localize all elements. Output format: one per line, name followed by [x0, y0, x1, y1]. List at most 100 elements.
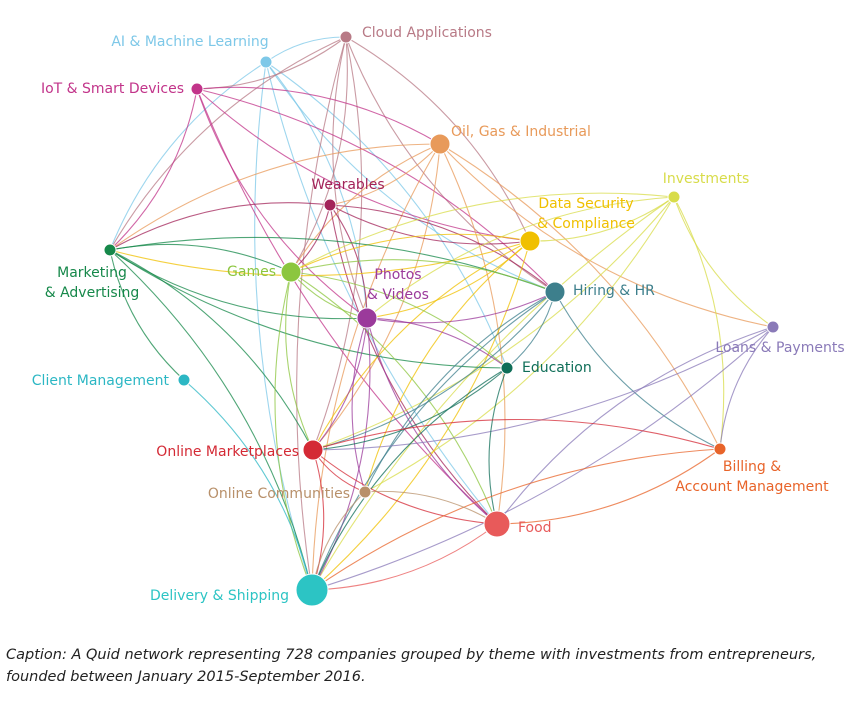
node-label-investments-line-1: Investments [663, 171, 750, 187]
node-label-datasec-line-2: & Compliance [537, 216, 635, 232]
node-label-loans: Loans & Payments [715, 340, 844, 356]
edge-wearables-marketing [109, 202, 331, 251]
edge-datasec-marketplaces [312, 240, 531, 451]
edge-datasec-delivery [311, 240, 531, 591]
edge-iot-food [196, 88, 498, 525]
edge-datasec-marketing [109, 240, 531, 277]
edge-marketplaces-billing [312, 418, 721, 451]
edge-datasec-games [290, 233, 531, 273]
edge-games-marketplaces [285, 271, 314, 451]
edge-cloud-marketplaces [312, 36, 363, 451]
edge-cloud-photos [332, 36, 368, 319]
node-ai [259, 55, 273, 69]
edge-oil-marketing [109, 143, 441, 251]
node-investments [667, 190, 681, 204]
caption-line-1: Caption: A Quid network representing 728… [6, 647, 817, 663]
node-label-billing-line-1: Billing & [723, 459, 781, 475]
edge-oil-food [439, 143, 506, 525]
node-label-client: Client Management [32, 373, 170, 389]
edge-iot-hiring [196, 88, 556, 293]
edge-marketing-delivery [109, 249, 313, 591]
node-label-datasec: Data Security & Compliance [537, 196, 635, 232]
edge-oil-delivery [311, 143, 441, 591]
edge-iot-datasec [196, 88, 531, 242]
edge-photos-marketplaces [312, 317, 368, 451]
edge-photos-communities [351, 317, 368, 493]
edge-marketing-photos [109, 249, 368, 320]
edge-marketplaces-food [312, 449, 498, 525]
node-iot [190, 82, 204, 96]
node-label-photos-line-1: Photos [374, 267, 421, 283]
node-client [177, 373, 191, 387]
node-label-iot-line-1: IoT & Smart Devices [41, 81, 184, 97]
node-label-marketing-line-1: Marketing [57, 265, 127, 281]
node-marketing [103, 243, 117, 257]
node-communities [358, 485, 372, 499]
edge-oil-billing [439, 143, 721, 450]
node-cloud [339, 30, 353, 44]
node-label-games-line-1: Games [227, 264, 276, 280]
node-billing [713, 442, 727, 456]
edge-investments-photos [366, 196, 675, 319]
edge-iot-oil [196, 86, 441, 145]
edge-iot-marketing [109, 88, 198, 251]
node-label-datasec-line-1: Data Security [538, 196, 633, 212]
node-label-games: Games [227, 264, 276, 280]
node-label-oil: Oil, Gas & Industrial [451, 124, 591, 140]
node-label-iot: IoT & Smart Devices [41, 81, 184, 97]
edge-marketing-client [109, 249, 185, 381]
node-label-ai: AI & Machine Learning [111, 34, 268, 50]
edge-wearables-photos [329, 204, 368, 319]
edge-photos-education [366, 317, 508, 369]
edge-loans-delivery [311, 326, 774, 591]
edge-investments-datasec [529, 196, 675, 242]
edge-wearables-hiring [329, 204, 556, 293]
node-label-education: Education [522, 360, 592, 376]
edge-education-delivery [311, 367, 508, 591]
node-label-loans-line-1: Loans & Payments [715, 340, 844, 356]
node-layer [103, 30, 780, 607]
node-datasec [519, 230, 541, 252]
edge-datasec-photos [366, 240, 531, 319]
node-label-cloud: Cloud Applications [362, 25, 492, 41]
edge-oil-wearables [329, 143, 441, 206]
edge-iot-photos [196, 88, 368, 319]
edge-ai-marketing [109, 61, 267, 251]
edge-cloud-games [290, 36, 348, 273]
node-wearables [323, 198, 337, 212]
edge-datasec-communities [364, 240, 531, 493]
edge-layer [109, 36, 774, 591]
label-layer: AI & Machine Learning Cloud Applications I… [32, 25, 845, 604]
edge-hiring-communities [364, 291, 556, 493]
edge-games-food [290, 271, 498, 525]
edge-games-delivery [274, 271, 313, 591]
node-label-marketing: Marketing & Advertising [45, 265, 140, 301]
node-hiring [544, 281, 566, 303]
edge-investments-marketplaces [312, 196, 675, 451]
node-label-client-line-1: Client Management [32, 373, 170, 389]
edge-investments-loans [673, 196, 774, 328]
edge-billing-delivery [311, 448, 721, 591]
node-label-ai-line-1: AI & Machine Learning [111, 34, 268, 50]
network-graph: AI & Machine Learning Cloud Applications I… [32, 25, 845, 607]
edge-communities-food [364, 490, 498, 525]
node-label-photos-line-2: & Videos [367, 287, 429, 303]
edge-cloud-marketing [109, 36, 347, 251]
node-loans [766, 320, 780, 334]
node-label-marketplaces-line-1: Online Marketplaces [156, 444, 299, 460]
edge-photos-delivery [311, 317, 371, 591]
node-games [280, 261, 302, 283]
edge-hiring-billing [554, 291, 721, 450]
node-label-hiring-line-1: Hiring & HR [573, 283, 655, 299]
node-delivery [295, 573, 329, 607]
edge-education-marketplaces [312, 367, 508, 451]
node-label-hiring: Hiring & HR [573, 283, 655, 299]
node-label-education-line-1: Education [522, 360, 592, 376]
edge-photos-hiring [366, 291, 556, 324]
caption: Caption: A Quid network representing 728… [6, 644, 852, 688]
node-oil [429, 133, 451, 155]
edge-food-delivery [311, 523, 498, 591]
edge-investments-games [290, 192, 675, 273]
caption-line-2: founded between January 2015-September 2… [6, 669, 366, 685]
node-label-food: Food [518, 520, 552, 536]
